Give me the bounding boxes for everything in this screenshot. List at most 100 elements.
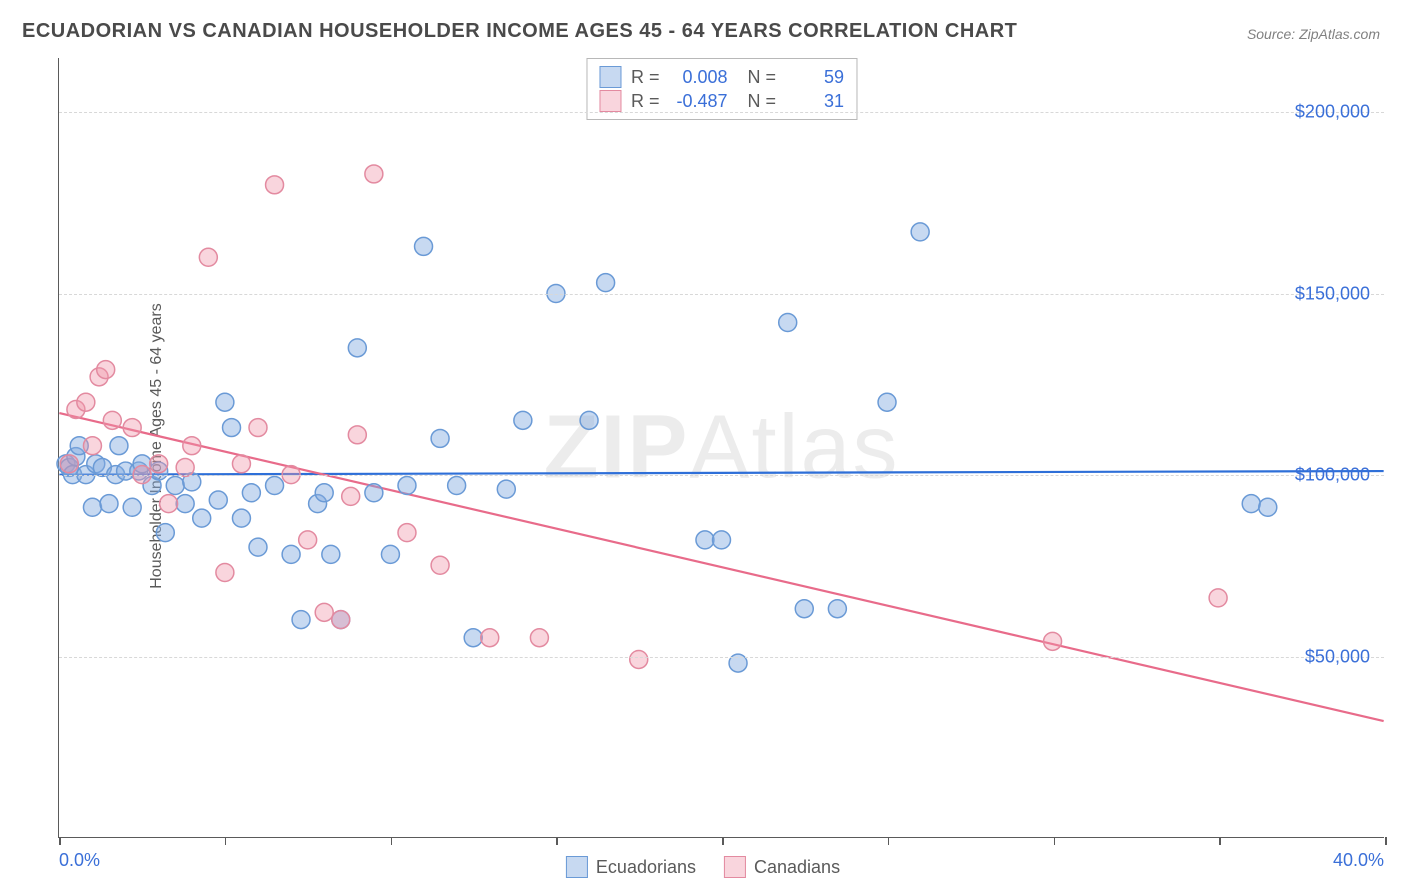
data-point [415,237,433,255]
data-point [83,437,101,455]
stat-r-value: -0.487 [670,89,728,113]
y-tick-label: $100,000 [1295,465,1370,486]
data-point [223,419,241,437]
data-point [1242,495,1260,513]
data-point [1259,498,1277,516]
data-point [150,455,168,473]
stat-n-label: N = [738,89,777,113]
data-point [497,480,515,498]
y-tick-label: $150,000 [1295,283,1370,304]
data-point [209,491,227,509]
data-point [448,477,466,495]
data-point [103,411,121,429]
y-tick-label: $50,000 [1305,646,1370,667]
x-tick [722,837,724,845]
stat-n-label: N = [738,65,777,89]
legend-item: Ecuadorians [566,856,696,878]
gridline-h [59,475,1384,476]
x-tick [391,837,393,845]
data-point [1209,589,1227,607]
data-point [398,477,416,495]
data-point [464,629,482,647]
data-point [630,650,648,668]
x-tick [888,837,890,845]
data-point [97,361,115,379]
data-point [431,556,449,574]
gridline-h [59,294,1384,295]
data-point [176,458,194,476]
data-point [481,629,499,647]
x-tick-label-right: 40.0% [1333,850,1384,871]
stat-n-value: 59 [786,65,844,89]
data-point [381,545,399,563]
data-point [365,484,383,502]
data-point [183,437,201,455]
y-tick-label: $200,000 [1295,102,1370,123]
data-point [282,545,300,563]
swatch-ecuadorians [599,66,621,88]
gridline-h [59,112,1384,113]
swatch-canadians [599,90,621,112]
data-point [299,531,317,549]
swatch-ecuadorians [566,856,588,878]
data-point [193,509,211,527]
data-point [232,509,250,527]
data-point [514,411,532,429]
legend-label: Canadians [754,857,840,878]
stat-row: R = 0.008 N = 59 [599,65,844,89]
source-label: Source: ZipAtlas.com [1247,26,1380,42]
regression-line [59,471,1383,475]
data-point [878,393,896,411]
data-point [828,600,846,618]
data-point [266,477,284,495]
data-point [332,611,350,629]
x-tick [59,837,61,845]
data-point [315,603,333,621]
legend-bottom: Ecuadorians Canadians [566,856,840,878]
data-point [348,339,366,357]
data-point [216,564,234,582]
data-point [713,531,731,549]
regression-line [59,413,1383,721]
x-tick [1054,837,1056,845]
stat-row: R = -0.487 N = 31 [599,89,844,113]
data-point [597,274,615,292]
data-point [176,495,194,513]
data-point [266,176,284,194]
data-point [365,165,383,183]
data-point [83,498,101,516]
data-point [431,429,449,447]
stat-r-value: 0.008 [670,65,728,89]
data-point [242,484,260,502]
data-point [77,393,95,411]
data-point [315,484,333,502]
stat-r-label: R = [631,65,660,89]
data-point [232,455,250,473]
x-tick [556,837,558,845]
data-point [795,600,813,618]
data-point [911,223,929,241]
data-point [1044,632,1062,650]
x-tick [225,837,227,845]
data-point [110,437,128,455]
data-point [322,545,340,563]
swatch-canadians [724,856,746,878]
data-point [530,629,548,647]
chart-plot-area: ZIPAtlas R = 0.008 N = 59 R = -0.487 N =… [58,58,1384,838]
data-point [216,393,234,411]
data-point [166,477,184,495]
x-tick-label-left: 0.0% [59,850,100,871]
plot-svg [59,58,1384,837]
stat-n-value: 31 [786,89,844,113]
data-point [348,426,366,444]
data-point [156,524,174,542]
chart-title: ECUADORIAN VS CANADIAN HOUSEHOLDER INCOM… [22,20,1017,43]
data-point [100,495,118,513]
data-point [292,611,310,629]
data-point [123,498,141,516]
x-tick [1385,837,1387,845]
data-point [779,314,797,332]
legend-item: Canadians [724,856,840,878]
data-point [199,248,217,266]
x-tick [1219,837,1221,845]
